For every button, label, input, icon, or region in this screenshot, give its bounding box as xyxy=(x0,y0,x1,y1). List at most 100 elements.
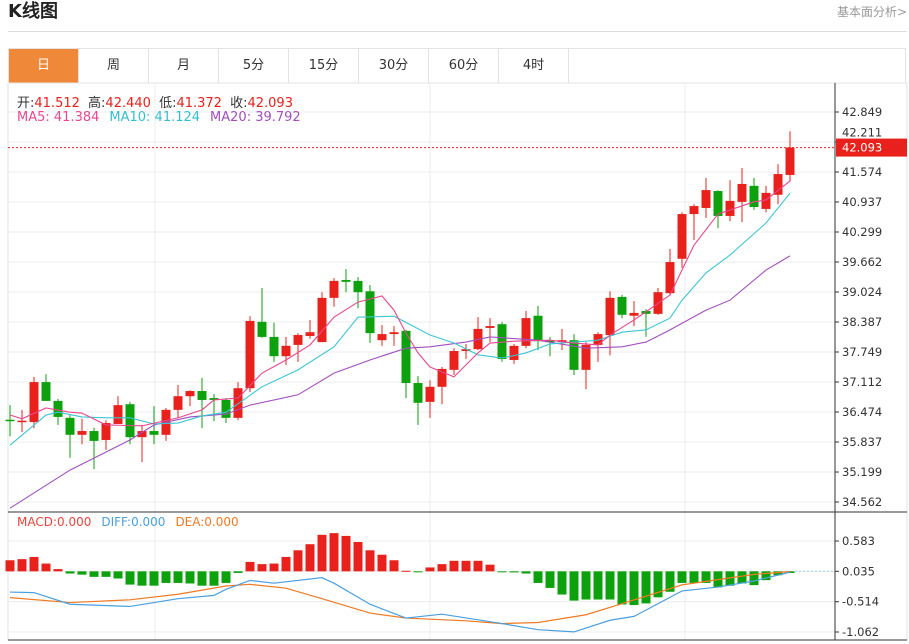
macd-bar-negative xyxy=(557,571,567,595)
macd-bar-negative xyxy=(569,571,579,601)
macd-bar-negative xyxy=(677,571,687,583)
candle-up xyxy=(233,388,243,418)
candle-up xyxy=(17,420,27,423)
macd-bar-positive xyxy=(365,550,375,572)
y-tick-label: 40.937 xyxy=(842,195,882,209)
y-tick-label: 36.474 xyxy=(842,405,882,419)
macd-bar-negative xyxy=(665,571,675,592)
macd-bar-negative xyxy=(641,571,651,604)
macd-bar-negative xyxy=(617,571,627,605)
y-tick-label: 42.211 xyxy=(842,126,882,140)
macd-legend-value: MACD:0.000 xyxy=(17,515,92,529)
dea-legend-value: DEA:0.000 xyxy=(175,515,239,529)
candle-up xyxy=(185,391,195,397)
candle-up xyxy=(605,297,615,336)
macd-bar-negative xyxy=(761,571,771,581)
macd-bar-negative xyxy=(233,571,243,573)
macd-bar-negative xyxy=(737,571,747,584)
candle-up xyxy=(785,147,795,175)
macd-bar-negative xyxy=(137,571,147,586)
macd-bar-negative xyxy=(593,571,603,600)
candle-up xyxy=(317,297,327,343)
candle-up xyxy=(725,200,735,216)
y-tick-label: 37.112 xyxy=(842,375,882,389)
macd-bar-positive xyxy=(341,535,351,572)
macd-bar-positive xyxy=(485,564,495,572)
candle-up xyxy=(581,344,591,370)
macd-bar-positive xyxy=(329,533,339,572)
macd-bar-negative xyxy=(65,571,75,574)
candle-up xyxy=(593,334,603,345)
tab-60min[interactable]: 60分 xyxy=(429,49,499,83)
ma-legend: MA5: 41.384 MA10: 41.124 MA20: 39.792 xyxy=(17,110,305,125)
divider xyxy=(8,31,907,32)
candle-up xyxy=(389,332,399,335)
macd-bar-positive xyxy=(41,563,51,572)
candle-down xyxy=(713,191,723,216)
y-tick-label: 34.562 xyxy=(842,495,882,509)
candle-up xyxy=(461,349,471,352)
candle-down xyxy=(209,398,219,400)
y-tick-label: 37.749 xyxy=(842,345,882,359)
y-tick-label: 39.662 xyxy=(842,255,882,269)
candle-up xyxy=(485,326,495,328)
candle-up xyxy=(77,431,87,435)
macd-bar-negative xyxy=(209,571,219,586)
y-tick-label: 38.387 xyxy=(842,315,882,329)
macd-y-tick-label: -1.062 xyxy=(842,625,879,639)
candle-up xyxy=(137,431,147,438)
candle-up xyxy=(245,320,255,389)
candle-up xyxy=(173,396,183,410)
high-label: 高: xyxy=(88,96,106,111)
macd-y-tick-label: 0.035 xyxy=(842,564,875,578)
macd-bar-negative xyxy=(101,571,111,577)
macd-bar-negative xyxy=(749,571,759,586)
y-tick-label: 39.024 xyxy=(842,285,882,299)
macd-bar-negative xyxy=(173,571,183,583)
tab-day[interactable]: 日 xyxy=(9,49,79,83)
tab-month[interactable]: 月 xyxy=(149,49,219,83)
macd-bar-negative xyxy=(533,571,543,583)
macd-bar-negative xyxy=(701,571,711,583)
macd-bar-negative xyxy=(653,571,663,598)
macd-bar-negative xyxy=(413,571,423,573)
macd-bar-positive xyxy=(29,556,39,572)
candle-down xyxy=(89,431,99,441)
macd-legend: MACD:0.000 DIFF:0.000 DEA:0.000 xyxy=(17,515,243,529)
fundamental-analysis-link[interactable]: 基本面分析> xyxy=(836,5,907,19)
macd-bar-positive xyxy=(425,567,435,572)
tab-4hour[interactable]: 4时 xyxy=(499,49,569,83)
macd-bar-negative xyxy=(113,571,123,579)
candle-up xyxy=(737,183,747,202)
macd-bar-positive xyxy=(5,560,15,572)
candle-down xyxy=(617,296,627,315)
candle-down xyxy=(269,336,279,357)
ohlc-legend: 开:41.512 高:42.440 低:41.372 收:42.093 xyxy=(17,92,297,111)
dea-line xyxy=(9,570,791,625)
macd-bar-positive xyxy=(449,560,459,572)
macd-y-tick-label: -0.514 xyxy=(842,595,879,609)
macd-bar-negative xyxy=(509,571,519,573)
candle-up xyxy=(509,345,519,360)
candle-down xyxy=(125,404,135,438)
macd-bar-negative xyxy=(521,571,531,574)
tab-15min[interactable]: 15分 xyxy=(289,49,359,83)
macd-bar-positive xyxy=(257,564,267,572)
candle-down xyxy=(41,382,51,401)
macd-bar-positive xyxy=(401,570,411,572)
macd-bar-negative xyxy=(161,571,171,583)
open-value: 41.512 xyxy=(34,96,80,111)
close-value: 42.093 xyxy=(247,96,293,111)
macd-bar-negative xyxy=(773,571,783,576)
tab-week[interactable]: 周 xyxy=(79,49,149,83)
last-price-label: 42.093 xyxy=(842,141,882,155)
candle-down xyxy=(65,417,75,435)
candle-up xyxy=(29,382,39,423)
tab-5min[interactable]: 5分 xyxy=(219,49,289,83)
y-tick-label: 35.199 xyxy=(842,465,882,479)
tab-30min[interactable]: 30分 xyxy=(359,49,429,83)
period-tabs: 日 周 月 5分 15分 30分 60分 4时 xyxy=(8,48,906,83)
macd-bar-positive xyxy=(305,544,315,572)
macd-bar-negative xyxy=(185,571,195,584)
